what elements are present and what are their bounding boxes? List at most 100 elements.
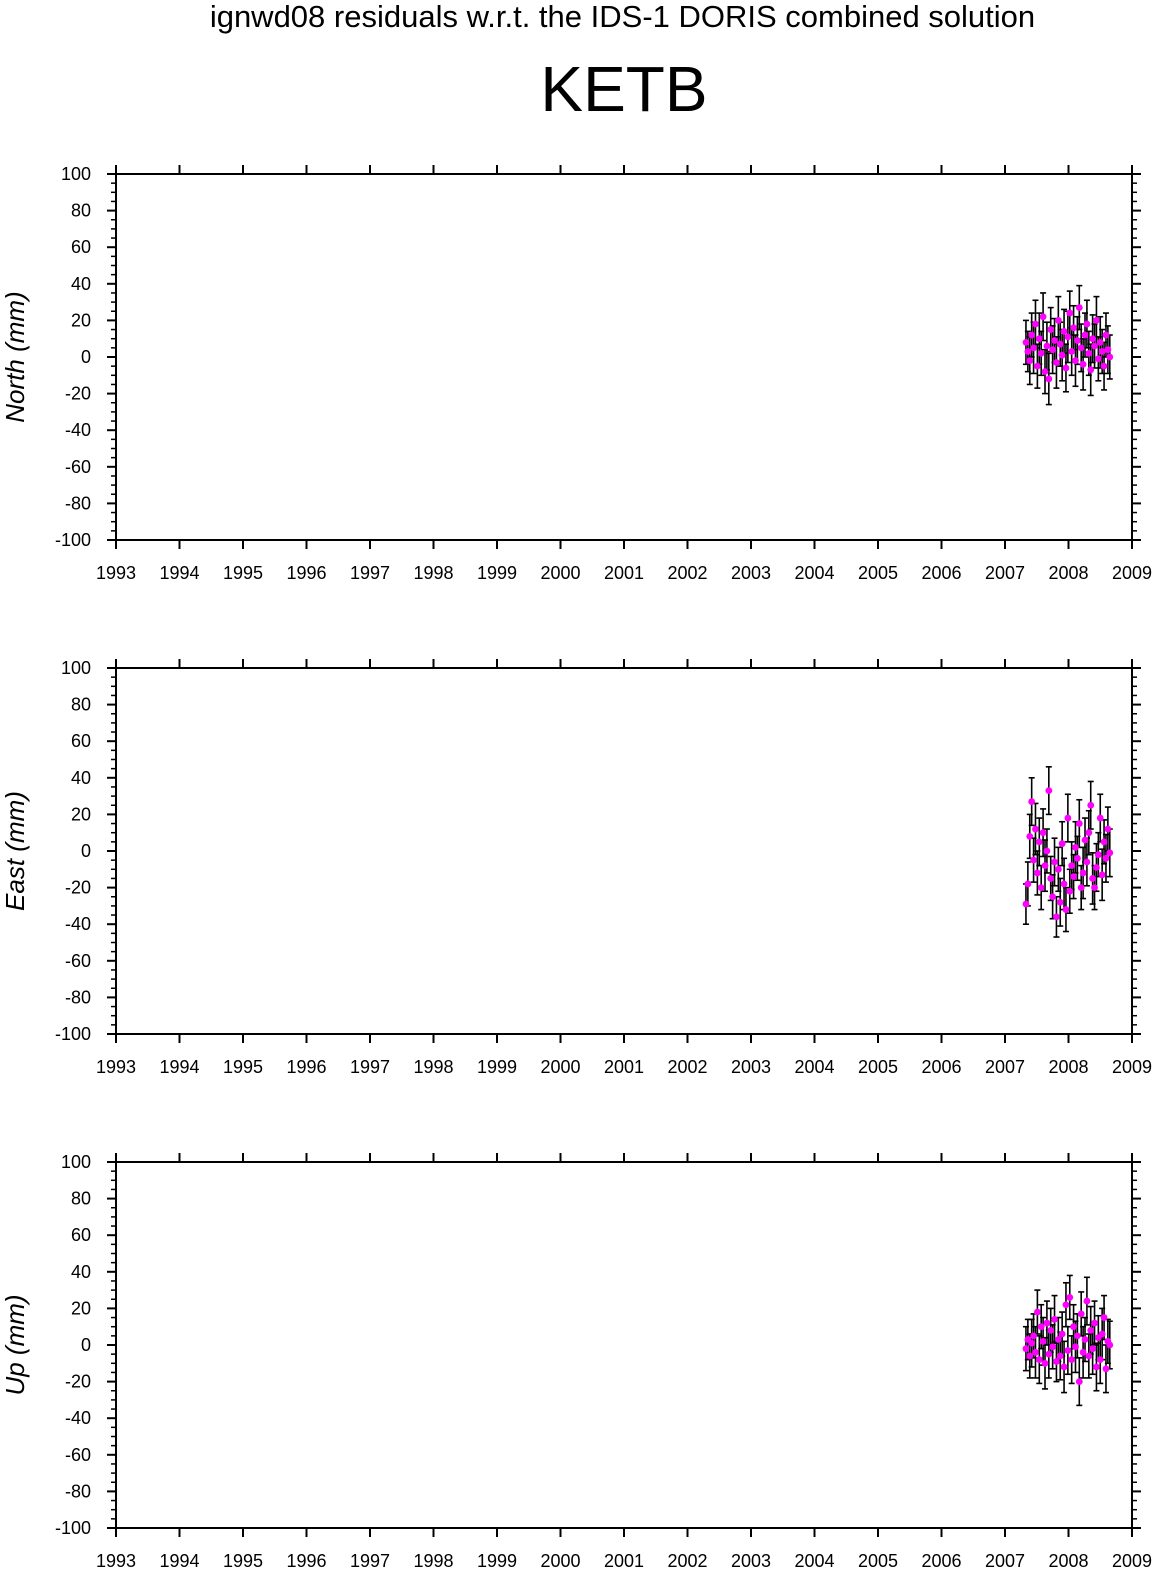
data-point (1072, 357, 1079, 365)
x-tick-label: 2005 (858, 1551, 898, 1571)
x-tick-label: 1999 (477, 1551, 517, 1571)
data-point (1064, 814, 1072, 822)
data-point (1024, 880, 1032, 888)
data-point (1091, 884, 1098, 891)
data-point (1075, 304, 1083, 311)
y-tick-label: 40 (71, 274, 91, 294)
y-tick-label: -100 (55, 530, 91, 550)
data-point (1037, 884, 1045, 891)
x-tick-label: 2001 (604, 1551, 644, 1571)
data-point (1032, 1348, 1039, 1356)
x-tick-label: 2004 (794, 1551, 834, 1571)
x-tick-label: 1996 (286, 1551, 326, 1571)
data-point (1089, 335, 1097, 343)
data-point (1041, 862, 1049, 870)
data-point (1051, 337, 1058, 344)
data-point (1070, 873, 1077, 881)
data-point (1066, 1294, 1074, 1301)
x-tick-label: 1999 (477, 1057, 517, 1077)
data-point (1093, 1363, 1100, 1371)
data-point (1058, 840, 1066, 848)
x-tick-label: 2009 (1112, 563, 1152, 583)
y-tick-label: -80 (65, 1481, 91, 1501)
data-point (1053, 913, 1060, 921)
data-point (1106, 849, 1114, 857)
x-tick-label: 2007 (985, 1057, 1025, 1077)
y-tick-label: 60 (71, 1225, 91, 1245)
data-point (1058, 1330, 1066, 1338)
x-tick-label: 2001 (604, 563, 644, 583)
y-tick-label: 0 (81, 1335, 91, 1355)
data-point (1079, 360, 1087, 368)
data-point (1047, 1326, 1055, 1334)
data-point (1053, 1358, 1060, 1365)
data-point (1053, 359, 1060, 366)
data-point (1035, 1356, 1043, 1364)
data-point (1051, 1315, 1058, 1323)
up-panel: 1993 1994 1995 1996 1997 1998 1999 2000 2001 2002… (0, 1152, 1152, 1571)
y-tick-label: 100 (61, 658, 91, 678)
x-tick-label: 1994 (159, 563, 199, 583)
data-point (1049, 1343, 1057, 1351)
data-point (1102, 1365, 1110, 1373)
x-tick-label: 1994 (159, 1057, 199, 1077)
data-point (1106, 353, 1114, 361)
up-series (1022, 1274, 1114, 1407)
data-point (1070, 1323, 1077, 1331)
x-tick-label: 2006 (921, 1057, 961, 1077)
data-point (1056, 898, 1064, 906)
data-point (1060, 327, 1068, 335)
x-tick-label: 2008 (1048, 1551, 1088, 1571)
x-tick-label: 1996 (286, 563, 326, 583)
x-tick-label: 2003 (731, 1057, 771, 1077)
data-point (1051, 858, 1058, 866)
y-tick-label: 20 (71, 804, 91, 824)
data-point (1062, 906, 1070, 913)
data-point (1089, 875, 1097, 882)
data-point (1079, 869, 1087, 877)
y-tick-label: -40 (65, 1408, 91, 1428)
data-point (1073, 337, 1081, 344)
up-plot-frame (115, 1161, 1133, 1529)
data-point (1028, 1339, 1036, 1347)
y-tick-label: 100 (61, 1152, 91, 1172)
data-point (1087, 801, 1095, 809)
y-tick-label: -80 (65, 987, 91, 1007)
data-point (1028, 331, 1036, 339)
y-tick-label: -60 (65, 457, 91, 477)
data-point (1064, 333, 1072, 341)
data-point (1032, 825, 1039, 833)
data-point (1083, 1297, 1091, 1305)
data-point (1045, 1350, 1053, 1358)
data-point (1056, 340, 1064, 348)
data-point (1094, 355, 1102, 363)
data-point (1068, 348, 1076, 355)
x-tick-label: 1993 (96, 1057, 136, 1077)
east-axis-title: East (mm) (0, 791, 30, 911)
data-point (1102, 854, 1110, 862)
data-point (1100, 1314, 1108, 1321)
north-panel: 1993 1994 1995 1996 1997 1998 1999 2000 2001 2002… (0, 164, 1152, 583)
data-point (1035, 838, 1043, 846)
x-tick-label: 1996 (286, 1057, 326, 1077)
data-point (1068, 862, 1076, 870)
data-point (1033, 362, 1041, 370)
data-point (1066, 309, 1074, 317)
figure-title: ignwd08 residuals w.r.t. the IDS-1 DORIS… (209, 0, 1036, 34)
y-tick-label: -80 (65, 493, 91, 513)
x-tick-label: 2006 (921, 563, 961, 583)
x-tick-label: 1995 (223, 1551, 263, 1571)
y-tick-label: -60 (65, 951, 91, 971)
x-tick-label: 2000 (540, 563, 580, 583)
data-point (1072, 1343, 1079, 1351)
data-point (1022, 338, 1030, 346)
data-point (1098, 871, 1106, 879)
data-point (1049, 893, 1057, 901)
data-point (1030, 344, 1037, 352)
x-tick-label: 2000 (540, 1057, 580, 1077)
data-point (1043, 1319, 1051, 1327)
x-tick-label: 1998 (413, 563, 453, 583)
east-plot-frame (115, 667, 1133, 1035)
data-point (1041, 1359, 1049, 1367)
